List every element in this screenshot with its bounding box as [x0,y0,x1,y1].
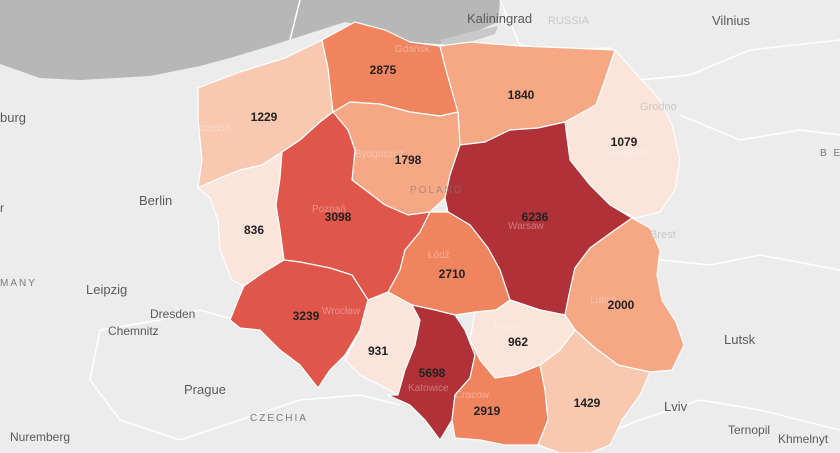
region-city-podlaskie: Białystok [609,148,650,159]
place-vilnius: Vilnius [712,13,751,28]
region-city-kujawsko-pomorskie: Bydgoszcz [355,149,403,160]
regions [197,21,685,453]
place-hamburg: burg [0,110,26,125]
place-chemnitz: Chemnitz [108,324,159,338]
region-value-warminsko-mazurskie: 1840 [508,88,535,102]
region-city-wielkopolskie: Poznań [312,204,346,215]
region-value-slaskie: 5698 [419,366,446,380]
region-value-podkarpackie: 1429 [574,396,601,410]
place-russia: RUSSIA [548,15,590,27]
region-city-swietokrzyskie: Kielce [494,322,522,333]
region-city-mazowieckie: Warsaw [508,221,545,232]
baltic-sea [0,0,500,80]
region-value-wielkopolskie: 3098 [325,210,352,224]
neighbour-borders [89,0,840,441]
place-khmelnytskyi: Khmelnyt [778,432,829,446]
lagoon [440,26,498,46]
region-podlaskie[interactable] [564,49,681,219]
region-city-labels: Szczecin Gdańsk Białystok Bydgoszcz Poznań Wa… [190,44,650,401]
place-brest: Brest [650,229,676,241]
region-city-lodzkie: Łódź [428,250,450,261]
region-city-dolnoslaskie: Wrocław [322,306,361,317]
country-czechia: CZECHIA [250,413,308,424]
region-value-opolskie: 931 [368,344,388,358]
region-values: 1229 2875 1840 1079 1798 836 3098 6236 2710 2000 3… [244,63,638,418]
country-poland: POLAND [410,185,463,196]
place-kaliningrad: Kaliningrad [467,11,532,26]
country-belarus: B E [820,148,840,159]
place-prague: Prague [184,382,226,397]
region-value-kujawsko-pomorskie: 1798 [395,153,422,167]
region-dolnoslaskie[interactable] [229,259,369,389]
region-city-malopolskie: Cracow [455,390,490,401]
place-ternopil: Ternopil [728,423,770,437]
place-leipzig: Leipzig [86,282,127,297]
region-value-lubuskie: 836 [244,223,264,237]
region-value-swietokrzyskie: 962 [508,335,528,349]
place-dresden: Dresden [150,307,195,321]
place-lviv: Lviv [664,399,688,414]
region-value-dolnoslaskie: 3239 [293,309,320,323]
region-city-pomorskie: Gdańsk [395,44,430,55]
place-grodno: Grodno [640,101,677,113]
region-value-zachodniopomorskie: 1229 [251,110,278,124]
region-value-pomorskie: 2875 [370,63,397,77]
place-berlin: Berlin [139,193,172,208]
region-value-malopolskie: 2919 [474,404,501,418]
place-lutsk: Lutsk [724,332,756,347]
region-podkarpackie[interactable] [537,329,651,453]
region-value-lodzkie: 2710 [439,267,466,281]
country-germany: MANY [0,278,37,289]
region-city-lubelskie: Lublin [590,295,617,306]
region-value-mazowieckie: 6236 [522,210,549,224]
region-value-lubelskie: 2000 [608,298,635,312]
region-lodzkie[interactable] [387,211,511,316]
place-edge-fragment: r [0,201,4,215]
place-nuremberg: Nuremberg [10,430,70,444]
region-value-podlaskie: 1079 [611,135,638,149]
region-city-zachodniopomorskie: Szczecin [190,123,230,134]
region-city-slaskie: Katowice [408,383,449,394]
place-labels: Kaliningrad RUSSIA Vilnius Grodno Brest … [0,11,840,446]
